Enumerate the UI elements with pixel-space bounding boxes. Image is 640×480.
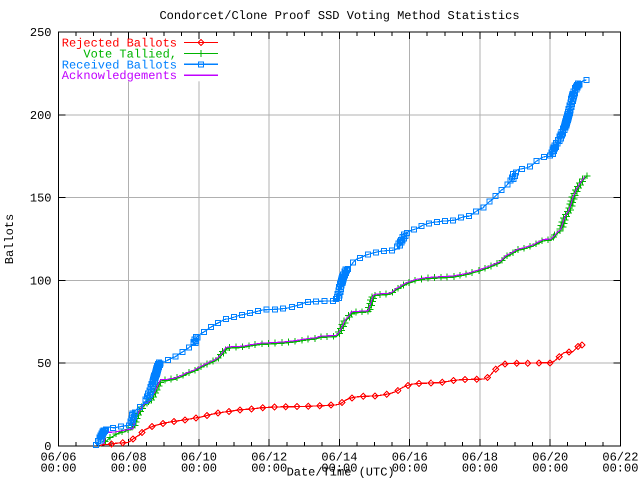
svg-text:Vote Tallied,: Vote Tallied,	[83, 47, 177, 61]
svg-text:00:00: 00:00	[392, 462, 428, 476]
svg-text:00:00: 00:00	[111, 462, 147, 476]
svg-text:06/12: 06/12	[251, 451, 287, 465]
svg-text:00:00: 00:00	[181, 462, 217, 476]
svg-text:Condorcet/Clone Proof SSD Voti: Condorcet/Clone Proof SSD Voting Method …	[159, 9, 519, 23]
svg-text:200: 200	[30, 109, 52, 123]
svg-text:00:00: 00:00	[532, 462, 568, 476]
svg-text:00:00: 00:00	[602, 462, 638, 476]
svg-text:06/20: 06/20	[532, 451, 568, 465]
svg-text:150: 150	[30, 192, 52, 206]
svg-text:Ballots: Ballots	[3, 214, 17, 264]
svg-text:Received Ballots: Received Ballots	[62, 58, 177, 72]
svg-text:Rejected Ballots: Rejected Ballots	[62, 37, 177, 51]
svg-text:50: 50	[37, 357, 51, 371]
svg-text:Acknowledgements: Acknowledgements	[62, 69, 177, 83]
svg-text:06/08: 06/08	[111, 451, 147, 465]
svg-text:00:00: 00:00	[462, 462, 498, 476]
svg-text:00:00: 00:00	[40, 462, 76, 476]
svg-text:Date/Time (UTC): Date/Time (UTC)	[287, 466, 395, 480]
svg-text:06/14: 06/14	[321, 451, 357, 465]
svg-text:100: 100	[30, 275, 52, 289]
svg-text:06/18: 06/18	[462, 451, 498, 465]
svg-text:00:00: 00:00	[321, 462, 357, 476]
svg-text:06/22: 06/22	[602, 451, 638, 465]
svg-text:06/16: 06/16	[392, 451, 428, 465]
svg-text:06/06: 06/06	[40, 451, 76, 465]
svg-text:00:00: 00:00	[251, 462, 287, 476]
svg-text:0: 0	[44, 440, 51, 454]
svg-text:250: 250	[30, 26, 52, 40]
svg-text:06/10: 06/10	[181, 451, 217, 465]
